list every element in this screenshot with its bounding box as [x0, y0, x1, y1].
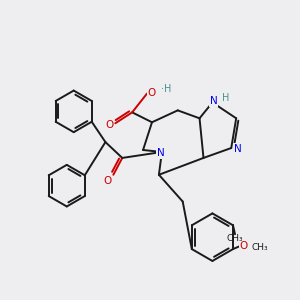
Text: H: H — [222, 94, 230, 103]
Text: O: O — [148, 88, 156, 98]
Text: CH₃: CH₃ — [252, 243, 268, 252]
Text: N: N — [234, 144, 242, 154]
Text: ·H: ·H — [161, 84, 171, 94]
Text: N: N — [209, 97, 217, 106]
Text: O: O — [103, 176, 112, 186]
Text: N: N — [157, 148, 165, 158]
Text: O: O — [105, 120, 113, 130]
Text: O: O — [240, 241, 248, 251]
Text: CH₃: CH₃ — [227, 234, 243, 243]
